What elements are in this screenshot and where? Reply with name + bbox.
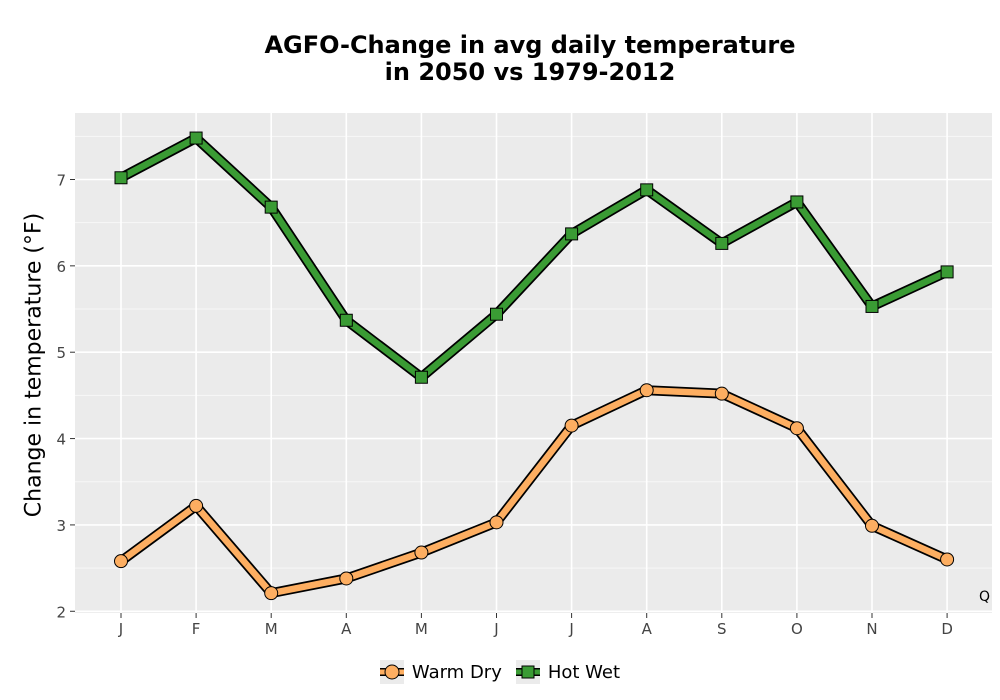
legend-label-warm-dry: Warm Dry <box>411 661 502 683</box>
legend-label-hot-wet: Hot Wet <box>547 661 621 683</box>
x-tick-label: M <box>415 620 428 638</box>
data-point-warm-dry <box>564 418 579 433</box>
data-point-hot-wet <box>565 227 579 241</box>
legend-key-hot-wet <box>515 660 540 684</box>
corner-label: Q <box>979 589 991 605</box>
data-point-hot-wet <box>189 131 203 145</box>
data-point-warm-dry <box>489 515 504 530</box>
x-tick-label: J <box>118 620 123 638</box>
legend-item-warm-dry: Warm Dry <box>379 660 502 684</box>
data-point-warm-dry <box>940 552 955 567</box>
legend-item-hot-wet: Hot Wet <box>515 660 621 684</box>
y-tick-label: 6 <box>56 258 66 276</box>
x-tick-label: F <box>192 620 201 638</box>
x-tick-label: N <box>866 620 877 638</box>
y-tick-label: 2 <box>56 603 66 621</box>
series-line-warm-dry <box>117 386 951 597</box>
data-point-warm-dry <box>189 498 204 513</box>
x-tick-label: J <box>493 620 498 638</box>
x-tick-label: J <box>568 620 573 638</box>
data-point-hot-wet <box>865 299 879 313</box>
data-point-hot-wet <box>940 265 954 279</box>
data-point-hot-wet <box>414 370 428 384</box>
data-point-warm-dry <box>714 386 729 401</box>
x-tick-label: S <box>717 620 727 638</box>
data-point-warm-dry <box>639 383 654 398</box>
chart-title-line-1: AGFO-Change in avg daily temperature <box>264 31 796 59</box>
x-tick-label: A <box>341 620 352 638</box>
data-point-warm-dry <box>114 554 128 569</box>
series-layer <box>114 131 955 601</box>
data-point-hot-wet <box>264 200 278 214</box>
x-tick-label: A <box>642 620 653 638</box>
data-point-warm-dry <box>789 421 804 436</box>
data-point-hot-wet <box>339 313 353 327</box>
chart-title-line-2: in 2050 vs 1979-2012 <box>384 58 676 86</box>
data-point-warm-dry <box>414 545 429 560</box>
data-point-warm-dry <box>339 571 354 586</box>
chart-title: AGFO-Change in avg daily temperature in … <box>0 32 1000 86</box>
x-tick-label: M <box>265 620 278 638</box>
data-point-warm-dry <box>865 518 879 533</box>
y-tick-label: 4 <box>56 431 66 449</box>
data-point-warm-dry <box>264 586 279 601</box>
axes: 2 3 4 5 6 7 J F M A M J J A S O N D <box>56 171 952 638</box>
series-line-hot-wet <box>117 134 951 381</box>
legend-key-warm-dry <box>379 660 404 684</box>
plot-panel <box>75 113 992 613</box>
data-point-hot-wet <box>715 236 729 250</box>
y-tick-label: 5 <box>56 344 66 362</box>
data-point-hot-wet <box>490 307 503 321</box>
data-point-hot-wet <box>790 195 804 209</box>
legend: Warm Dry Hot Wet <box>0 660 1000 684</box>
x-tick-label: D <box>941 620 953 638</box>
x-tick-label: O <box>791 620 803 638</box>
y-tick-label: 3 <box>56 517 66 535</box>
data-point-hot-wet <box>114 171 128 185</box>
data-point-hot-wet <box>640 183 654 197</box>
y-tick-label: 7 <box>56 171 66 189</box>
